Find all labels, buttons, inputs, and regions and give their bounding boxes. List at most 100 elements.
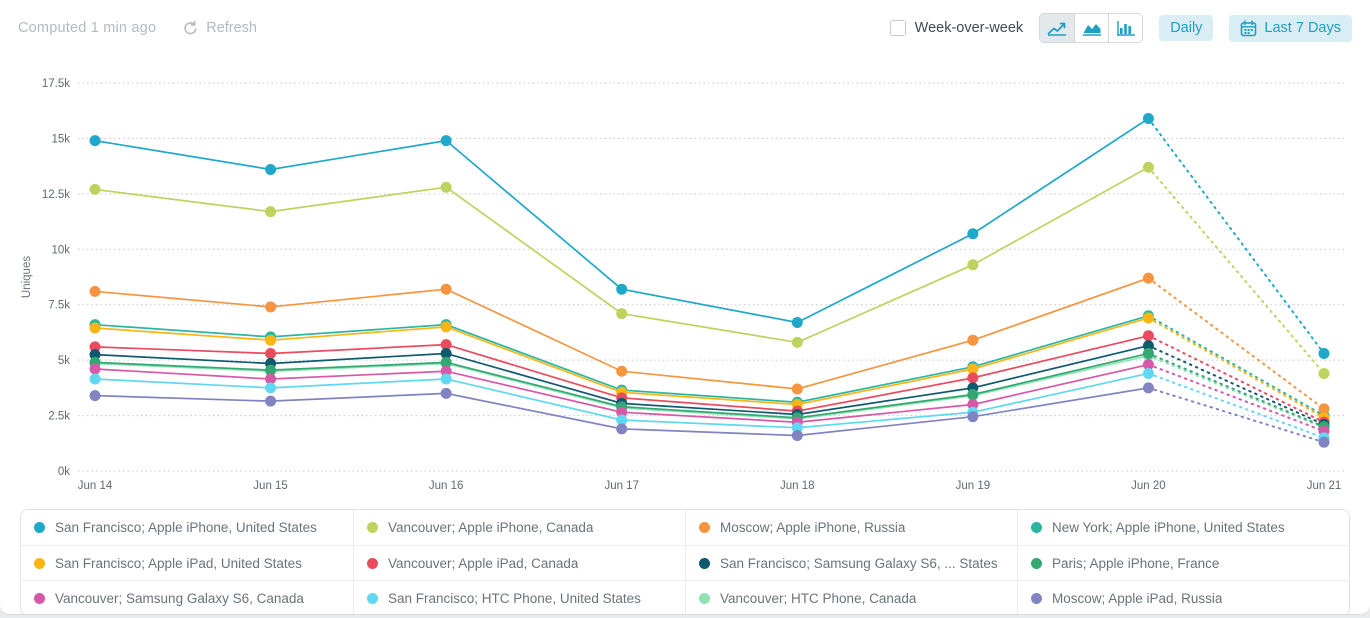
data-point[interactable] xyxy=(967,411,979,423)
data-point[interactable] xyxy=(440,373,452,385)
week-over-week-checkbox[interactable] xyxy=(889,20,906,36)
area-chart-type-button[interactable] xyxy=(1074,14,1109,42)
y-tick-label: 15k xyxy=(51,133,70,145)
refresh-button[interactable]: Refresh xyxy=(182,20,257,37)
data-point[interactable] xyxy=(89,349,101,361)
legend-item-5[interactable]: Vancouver; Apple iPad, Canada xyxy=(353,545,685,580)
data-point[interactable] xyxy=(440,387,452,399)
data-point[interactable] xyxy=(1142,359,1154,371)
data-point[interactable] xyxy=(265,334,277,346)
data-point[interactable] xyxy=(265,373,277,385)
data-point[interactable] xyxy=(791,422,803,434)
data-point[interactable] xyxy=(1142,347,1154,359)
data-point[interactable] xyxy=(616,308,628,320)
data-point[interactable] xyxy=(1142,340,1154,352)
line-chart-type-button[interactable] xyxy=(1040,14,1075,42)
data-point[interactable] xyxy=(791,336,803,348)
data-point[interactable] xyxy=(967,228,979,240)
data-point[interactable] xyxy=(265,364,277,376)
data-point[interactable] xyxy=(265,163,277,175)
legend-item-3[interactable]: New York; Apple iPhone, United States xyxy=(1017,510,1349,545)
legend-dot xyxy=(1031,557,1042,569)
data-point[interactable] xyxy=(616,283,628,295)
data-point[interactable] xyxy=(1142,112,1154,124)
series-8[interactable] xyxy=(89,359,1330,437)
legend-item-4[interactable]: San Francisco; Apple iPad, United States xyxy=(21,545,353,580)
data-point[interactable] xyxy=(1142,330,1154,342)
data-point[interactable] xyxy=(89,285,101,297)
week-over-week-toggle[interactable]: Week-over-week xyxy=(889,20,1023,36)
data-point[interactable] xyxy=(440,135,452,147)
legend-item-6[interactable]: San Francisco; Samsung Galaxy S6, ... St… xyxy=(685,545,1017,580)
data-point[interactable] xyxy=(89,390,101,402)
data-point[interactable] xyxy=(440,356,452,368)
legend-label: San Francisco; HTC Phone, United States xyxy=(388,590,641,606)
data-point[interactable] xyxy=(1142,312,1154,324)
data-point[interactable] xyxy=(440,365,452,377)
data-point[interactable] xyxy=(967,334,979,346)
legend-dot xyxy=(1031,592,1042,604)
data-point[interactable] xyxy=(791,316,803,328)
data-point[interactable] xyxy=(265,395,277,407)
data-point[interactable] xyxy=(1318,367,1330,379)
data-point[interactable] xyxy=(89,341,101,353)
line-chart[interactable]: 0k 2.5k 5k 7.5k 10k 12.5k 15k 17.5k Uniques Jun 1… xyxy=(0,56,1370,506)
data-point[interactable] xyxy=(616,423,628,435)
data-point[interactable] xyxy=(967,372,979,384)
data-point[interactable] xyxy=(616,365,628,377)
data-point[interactable] xyxy=(89,183,101,195)
data-point[interactable] xyxy=(1318,436,1330,448)
legend-dot xyxy=(367,592,378,604)
data-point[interactable] xyxy=(1142,272,1154,284)
legend-item-0[interactable]: San Francisco; Apple iPhone, United Stat… xyxy=(21,510,353,545)
series-7[interactable] xyxy=(89,347,1330,433)
data-point[interactable] xyxy=(616,414,628,426)
data-point[interactable] xyxy=(265,301,277,313)
date-range-button[interactable]: Last 7 Days xyxy=(1229,14,1352,42)
legend-item-11[interactable]: Moscow; Apple iPad, Russia xyxy=(1017,580,1349,614)
legend-item-10[interactable]: Vancouver; HTC Phone, Canada xyxy=(685,580,1017,614)
data-point[interactable] xyxy=(967,398,979,410)
data-point[interactable] xyxy=(89,373,101,385)
data-point[interactable] xyxy=(89,363,101,375)
data-point[interactable] xyxy=(1142,382,1154,394)
y-tick-label: 2.5k xyxy=(48,411,70,423)
legend-dot xyxy=(34,557,45,569)
granularity-label: Daily xyxy=(1170,20,1203,36)
legend-item-8[interactable]: Vancouver; Samsung Galaxy S6, Canada xyxy=(21,580,353,614)
legend-item-2[interactable]: Moscow; Apple iPhone, Russia xyxy=(685,510,1017,545)
data-point[interactable] xyxy=(1142,367,1154,379)
bar-chart-type-button[interactable] xyxy=(1108,14,1143,42)
toolbar: Computed 1 min ago Refresh Week-over-wee… xyxy=(0,0,1370,56)
data-point[interactable] xyxy=(265,382,277,394)
legend-item-9[interactable]: San Francisco; HTC Phone, United States xyxy=(353,580,685,614)
data-point[interactable] xyxy=(791,430,803,442)
data-point[interactable] xyxy=(89,135,101,147)
data-point[interactable] xyxy=(1318,403,1330,415)
data-point[interactable] xyxy=(265,206,277,218)
data-point[interactable] xyxy=(265,347,277,359)
granularity-button[interactable]: Daily xyxy=(1159,15,1214,41)
data-point[interactable] xyxy=(440,347,452,359)
series-11[interactable] xyxy=(89,382,1330,448)
legend-item-1[interactable]: Vancouver; Apple iPhone, Canada xyxy=(353,510,685,545)
series-2[interactable] xyxy=(89,272,1330,415)
series-0[interactable] xyxy=(89,112,1330,359)
computed-timestamp: Computed 1 min ago xyxy=(18,20,157,36)
data-point[interactable] xyxy=(967,363,979,375)
data-point[interactable] xyxy=(1318,347,1330,359)
legend-label: Moscow; Apple iPad, Russia xyxy=(1052,590,1223,606)
data-point[interactable] xyxy=(967,389,979,401)
data-point[interactable] xyxy=(440,181,452,193)
data-point[interactable] xyxy=(616,406,628,418)
data-point[interactable] xyxy=(1142,161,1154,173)
data-point[interactable] xyxy=(440,339,452,351)
data-point[interactable] xyxy=(440,283,452,295)
data-point[interactable] xyxy=(89,322,101,334)
series-1[interactable] xyxy=(89,161,1330,379)
legend-item-7[interactable]: Paris; Apple iPhone, France xyxy=(1017,545,1349,580)
y-tick-label: 10k xyxy=(51,244,70,256)
data-point[interactable] xyxy=(967,259,979,271)
data-point[interactable] xyxy=(440,321,452,333)
data-point[interactable] xyxy=(791,383,803,395)
